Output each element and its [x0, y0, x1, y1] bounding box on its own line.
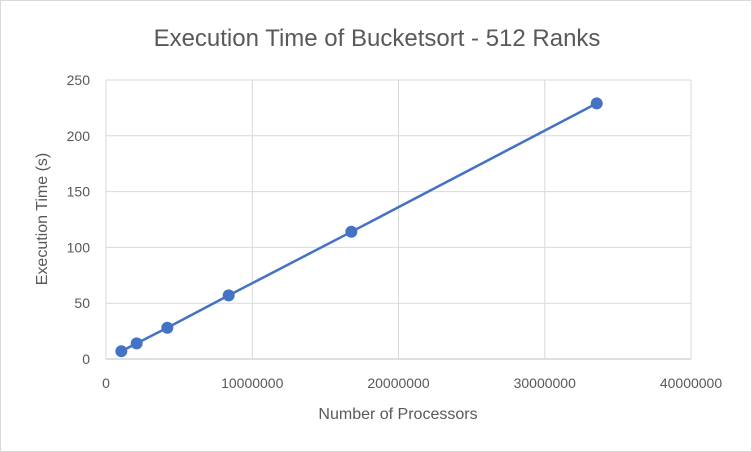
x-tick-label: 0	[102, 375, 110, 391]
y-axis-title: Execution Time (s)	[34, 153, 51, 285]
y-tick-label: 150	[67, 184, 91, 200]
chart-title: Execution Time of Bucketsort - 512 Ranks	[154, 25, 601, 52]
x-tick-label: 40000000	[660, 375, 723, 391]
gridlines	[105, 79, 692, 360]
y-tick-label: 250	[67, 72, 91, 88]
x-tick-label: 20000000	[367, 375, 430, 391]
data-point	[590, 97, 603, 110]
y-tick-label: 200	[67, 128, 91, 144]
data-point	[115, 345, 128, 358]
y-tick-label: 0	[82, 351, 90, 367]
x-tick-label: 30000000	[514, 375, 577, 391]
y-tick-label: 100	[67, 239, 91, 255]
data-point	[345, 225, 358, 238]
series-line	[120, 102, 598, 353]
data-point	[222, 289, 235, 302]
y-tick-label: 50	[74, 295, 90, 311]
data-point	[161, 321, 174, 334]
axes: 0 50 100 150 200 250 0 10000000 20000000 30000000…	[67, 72, 723, 391]
x-axis-title: Number of Processors	[318, 406, 477, 423]
data-point	[130, 337, 143, 350]
x-tick-label: 10000000	[221, 375, 284, 391]
plot-series	[115, 97, 603, 358]
